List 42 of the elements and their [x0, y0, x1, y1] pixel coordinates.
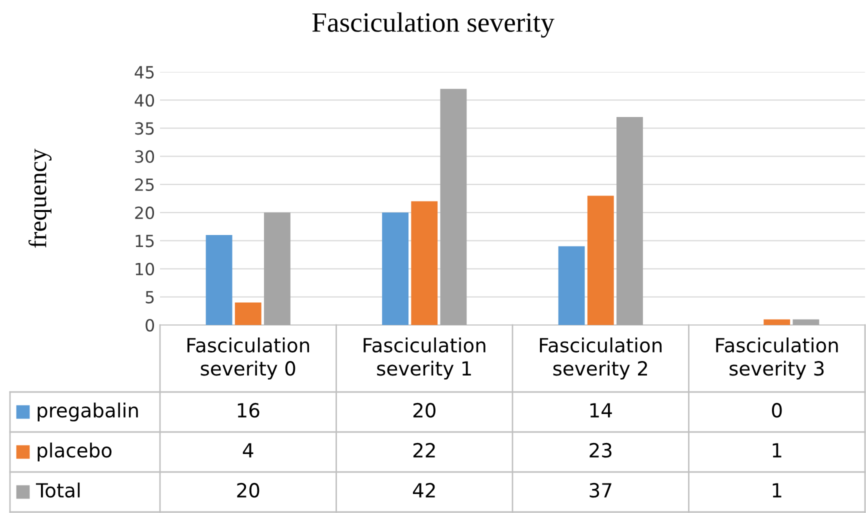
- data-label: 42: [412, 482, 435, 498]
- legend-label: pregabalin: [38, 402, 138, 422]
- y-tick-label: 15: [136, 234, 154, 248]
- y-tick-label: 0: [146, 318, 154, 332]
- legend-label: placebo: [38, 442, 112, 462]
- y-tick-label: 40: [134, 94, 154, 107]
- bar: [587, 196, 614, 325]
- data-label: 1: [772, 443, 782, 458]
- data-label: 16: [238, 402, 260, 418]
- bar: [411, 201, 438, 325]
- bar: [440, 88, 467, 325]
- chart-title: Fasciculation severity: [312, 12, 554, 38]
- y-axis-title: frequency: [28, 148, 52, 248]
- data-label: 0: [772, 402, 782, 418]
- y-tick-label: 35: [135, 122, 154, 135]
- y-tick-label: 45: [134, 66, 154, 79]
- y-tick-label: 25: [135, 178, 154, 192]
- data-label: 23: [590, 442, 612, 458]
- bar: [264, 212, 290, 325]
- data-label: 37: [590, 482, 612, 498]
- data-label: 14: [590, 403, 612, 418]
- y-tick-label: 5: [146, 291, 154, 304]
- data-label: 1: [772, 483, 782, 498]
- bar: [792, 319, 820, 325]
- y-tick-label: 30: [135, 150, 154, 163]
- bar: [206, 235, 232, 325]
- y-tick-label: 10: [136, 262, 154, 276]
- bar: [558, 246, 585, 325]
- data-label: 22: [413, 442, 435, 458]
- x-tick-label: Fasciculation severity 1: [364, 337, 486, 380]
- y-tick-label: 20: [135, 206, 154, 220]
- data-label: 20: [237, 482, 260, 498]
- bar: [382, 212, 409, 325]
- data-label: 4: [242, 443, 254, 458]
- x-tick-label: Fasciculation severity 0: [187, 337, 310, 380]
- x-tick-label: Fasciculation severity 2: [540, 337, 662, 380]
- x-tick-label: Fasciculation severity 3: [716, 337, 838, 380]
- data-label: 20: [413, 402, 436, 418]
- bar: [616, 116, 643, 325]
- bar: [764, 319, 790, 325]
- legend-label: Total: [36, 482, 80, 498]
- bar: [234, 302, 262, 325]
